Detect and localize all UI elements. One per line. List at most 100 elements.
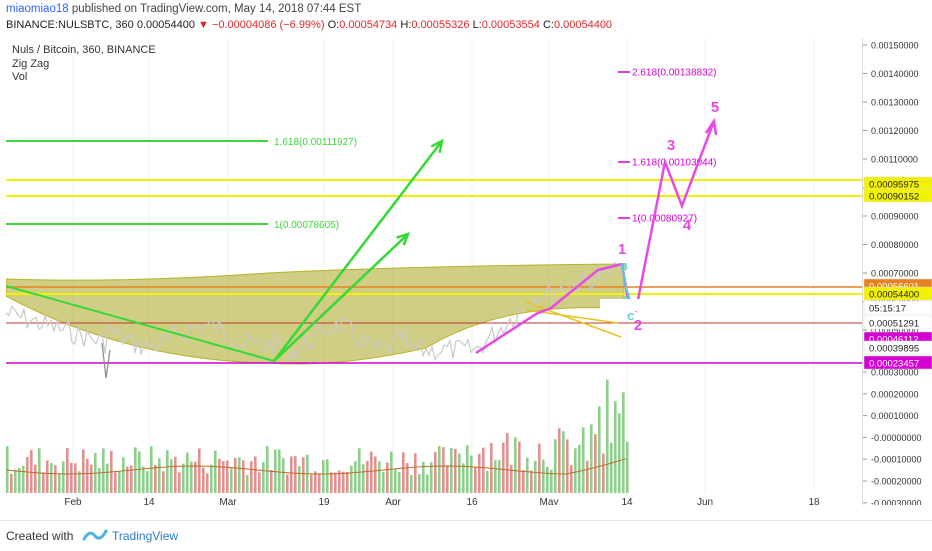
- price-label-text: 0.00054400: [869, 290, 919, 301]
- volume-bar: [370, 451, 373, 493]
- volume-bar: [622, 392, 625, 493]
- volume-bar: [398, 471, 401, 493]
- volume-bar: [422, 461, 425, 493]
- price-axis-svg: 0.00150000 0.00140000 0.00130000 0.00120000…: [863, 41, 932, 508]
- legend-title[interactable]: Nuls / Bitcoin, 360, BINANCE: [12, 44, 156, 56]
- x-tick-label: 16: [466, 497, 478, 505]
- price-label-text: 05:15:17: [869, 304, 906, 315]
- target-arrow-1: [273, 233, 409, 362]
- volume-bar: [126, 466, 129, 493]
- price-label-text: 0.00039895: [869, 344, 919, 355]
- volume-bar: [626, 441, 629, 493]
- volume-bar: [526, 457, 529, 493]
- target-arrow-2: [273, 140, 443, 362]
- footer: Created with TradingView: [0, 520, 932, 551]
- volume-bar: [530, 470, 533, 493]
- wave-label-2: 2: [634, 317, 642, 334]
- volume-bar: [106, 463, 109, 493]
- volume-bar: [590, 424, 593, 493]
- volume-bar: [82, 449, 85, 493]
- flag-line-top: [525, 301, 622, 338]
- volume-bar: [270, 469, 273, 493]
- volume-bar: [214, 450, 217, 493]
- price-label-text: 0.00023457: [869, 359, 919, 370]
- y-tick-label: 0.00030000: [871, 368, 919, 378]
- low-value: 0.00053554: [481, 19, 540, 31]
- volume-bar: [382, 471, 385, 493]
- chart-header: miaomiao18 published on TradingView.com,…: [0, 0, 932, 37]
- price-label-text: 0.00046112: [869, 335, 919, 346]
- volume-bar: [362, 464, 365, 493]
- volume-bar: [294, 456, 297, 493]
- fib-label: 2.618(0.00138832): [632, 68, 717, 79]
- volume-bar: [394, 468, 397, 493]
- volume-bar: [506, 433, 509, 493]
- high-value: 0.00055326: [411, 19, 470, 31]
- volume-bar: [418, 474, 421, 493]
- zigzag-wave-1: [475, 262, 623, 355]
- created-with-text: Created with: [6, 529, 74, 543]
- zigzag-arrow-head: [704, 117, 718, 136]
- volume-bar: [202, 467, 205, 493]
- volume-bar: [302, 457, 305, 493]
- volume-bar: [234, 457, 237, 493]
- legend-volume[interactable]: Vol: [12, 71, 28, 83]
- price-chart[interactable]: Feb 14 Mar 19 Apr 16 May 14 Jun 181.618(0.0011192…: [5, 38, 862, 508]
- volume-bar: [350, 465, 353, 493]
- volume-bar: [22, 465, 25, 493]
- volume-bar: [242, 460, 245, 493]
- volume-bar: [482, 447, 485, 493]
- volume-bar: [354, 461, 357, 493]
- price-change: ▼ −0.00004086 (−6.99%): [198, 19, 325, 31]
- volume-bar: [566, 439, 569, 493]
- volume-bar: [402, 452, 405, 493]
- volume-bar: [286, 474, 289, 493]
- volume-bar: [250, 461, 253, 493]
- volume-bar: [166, 450, 169, 493]
- open-value: 0.00054734: [339, 19, 398, 31]
- price-label-text: 0.00090152: [869, 192, 919, 203]
- countdown-bg: [600, 299, 642, 311]
- y-tick-label: 0.00050000: [871, 326, 919, 336]
- y-tick-label: 0.00070000: [871, 269, 919, 279]
- price-label-box: [863, 300, 932, 315]
- volume-bar: [338, 470, 341, 493]
- y-tick-label: -0.00000000: [871, 433, 922, 443]
- volume-bar: [130, 465, 133, 493]
- y-tick-label: 0.00120000: [871, 126, 919, 136]
- tradingview-brand[interactable]: TradingView: [112, 529, 179, 543]
- abc-correction: [621, 263, 631, 301]
- volume-bar: [542, 459, 545, 493]
- volume-bar: [550, 469, 553, 493]
- chart-area[interactable]: Feb 14 Mar 19 Apr 16 May 14 Jun 18 1.618(0.0011192…: [5, 38, 862, 508]
- x-tick-label: Feb: [64, 497, 82, 505]
- author-link[interactable]: miaomiao18: [6, 3, 69, 15]
- volume-bar: [178, 472, 181, 493]
- y-tick-label: 0.00150000: [871, 41, 919, 51]
- price-label-box: [863, 355, 932, 370]
- volume-bar: [534, 460, 537, 493]
- volume-bar: [330, 472, 333, 493]
- volume-bar: [438, 446, 441, 493]
- legend-zigzag[interactable]: Zig Zag: [12, 57, 50, 70]
- volume-bar: [498, 460, 501, 493]
- price-axis[interactable]: 0.00150000 0.00140000 0.00130000 0.00120000…: [862, 38, 932, 508]
- ohlc-line: BINANCE:NULSBTC, 360 0.00054400 ▼ −0.000…: [6, 19, 612, 31]
- volume-bar: [114, 472, 117, 493]
- volume-bar: [522, 470, 525, 493]
- y-tick-label: -0.00020000: [871, 477, 922, 487]
- volume-bar: [278, 449, 281, 493]
- volume-bar: [562, 431, 565, 493]
- price-label-box: [863, 340, 932, 355]
- volume-bar: [118, 470, 121, 493]
- volume-bar: [86, 458, 89, 493]
- volume-bar: [50, 462, 53, 493]
- volume-bar: [6, 446, 9, 493]
- volume-bar: [574, 448, 577, 493]
- volume-bar: [210, 464, 213, 493]
- volume-bar: [78, 471, 81, 493]
- volume-bar: [222, 461, 225, 493]
- volume-bar: [102, 448, 105, 493]
- volume-bar: [90, 464, 93, 493]
- volume-bar: [198, 448, 201, 493]
